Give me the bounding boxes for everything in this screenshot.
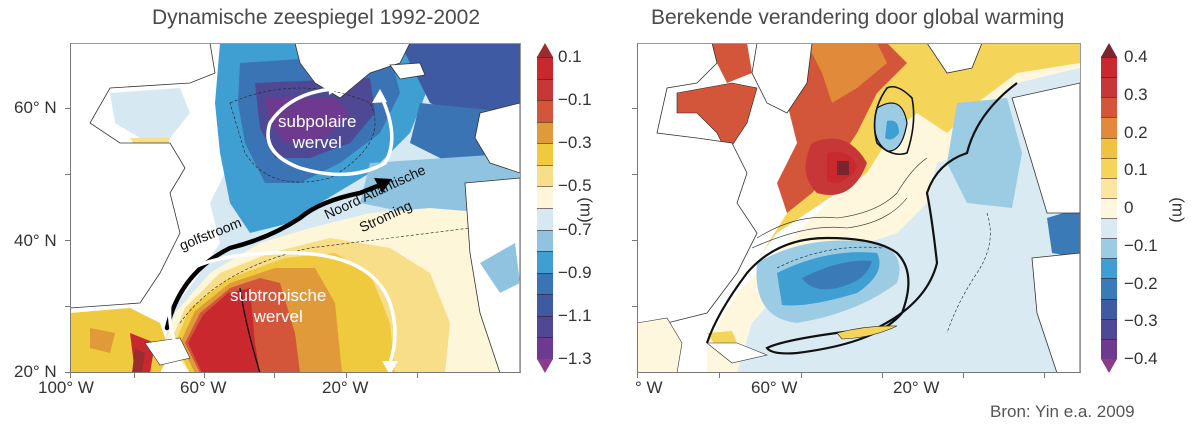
colorbar-segment	[537, 272, 553, 295]
colorbar-segment	[1101, 117, 1117, 138]
left-x-tickmark	[204, 373, 205, 378]
colorbar-bottom-triangle	[1101, 359, 1117, 373]
colorbar-segment	[537, 143, 553, 165]
right-x-tickmark	[1044, 373, 1045, 378]
left-x-tick-60w: 60° W	[180, 378, 227, 397]
left-colorbar-unit: (m)	[576, 197, 596, 223]
colorbar-tick-label: 0.2	[1124, 122, 1148, 142]
colorbar-tick-label: 0	[1124, 198, 1134, 217]
left-x-tickmark	[346, 373, 347, 378]
subpolar-line-2: wervel	[292, 133, 342, 152]
colorbar-tick-label: −0.4	[1124, 349, 1158, 368]
right-x-tick-100w: ° W	[635, 378, 663, 397]
left-y-tick-60n: 60° N	[14, 98, 57, 117]
colorbar-segment	[1101, 157, 1117, 178]
colorbar-segment	[537, 186, 553, 208]
colorbar-segment	[1101, 137, 1117, 158]
left-x-tickmark	[134, 373, 135, 378]
right-warming-map	[637, 43, 1080, 373]
right-y-tickmark	[632, 306, 637, 307]
colorbar-segment	[1101, 177, 1117, 198]
colorbar-top-triangle	[1101, 43, 1117, 57]
right-x-tickmark	[963, 373, 964, 378]
left-y-tick-40n: 40° N	[14, 231, 57, 250]
colorbar-tick-label: −0.9	[558, 262, 592, 282]
colorbar-segment	[1101, 77, 1117, 98]
right-y-tickmark	[632, 174, 637, 175]
left-map-graphic	[70, 43, 520, 373]
left-x-tick-100w: 100° W	[38, 378, 94, 397]
colorbar-segment	[537, 78, 553, 101]
subpolar-gyre-label: subpolaire wervel	[278, 111, 356, 153]
left-y-tickmark	[65, 306, 70, 307]
right-x-tick-60w: 60° W	[751, 378, 798, 397]
right-y-tickmark	[632, 108, 637, 109]
colorbar-segment	[1101, 298, 1117, 319]
colorbar-segment	[537, 229, 553, 252]
colorbar-tick-label: −1.1	[558, 305, 592, 325]
colorbar-segment	[537, 100, 553, 122]
colorbar-tick-label: −1.3	[558, 349, 592, 368]
colorbar-segment	[537, 164, 553, 187]
left-sea-level-map	[70, 43, 520, 373]
colorbar-top-triangle	[537, 43, 553, 57]
left-x-tickmark	[70, 373, 71, 378]
right-x-tickmark	[801, 373, 802, 378]
colorbar-segment	[537, 337, 553, 359]
left-x-tickmark	[274, 373, 275, 378]
colorbar-segment	[1101, 338, 1117, 359]
right-map-title: Berekende verandering door global warmin…	[651, 6, 1065, 29]
left-y-tickmark	[65, 372, 70, 373]
subpolar-line-1: subpolaire	[278, 112, 357, 131]
colorbar-tick-label: −0.3	[558, 133, 592, 153]
subtropical-gyre-label: subtropische wervel	[230, 285, 326, 327]
left-y-tickmark	[65, 174, 70, 175]
right-x-tickmark	[637, 373, 638, 378]
colorbar-tick-label: 0.1	[1124, 160, 1148, 180]
colorbar-tick-label: −0.7	[558, 219, 592, 239]
colorbar-tick-label: −0.2	[1124, 273, 1158, 293]
colorbar-segment	[537, 121, 553, 144]
subtropical-line-2: wervel	[253, 307, 303, 326]
source-credit: Bron: Yin e.a. 2009	[990, 402, 1135, 421]
left-map-title: Dynamische zeespiegel 1992-2002	[152, 6, 481, 29]
colorbar-segment	[537, 251, 553, 273]
colorbar-segment	[1101, 318, 1117, 339]
right-y-tickmark	[632, 240, 637, 241]
colorbar-segment	[537, 294, 553, 316]
colorbar-tick-label: 0.1	[558, 47, 582, 66]
colorbar-tick-label: −0.5	[558, 176, 592, 196]
colorbar-segment	[1101, 218, 1117, 239]
colorbar-tick-label: −0.1	[558, 90, 592, 110]
left-y-tickmark	[65, 108, 70, 109]
colorbar-segment	[1101, 278, 1117, 299]
colorbar-tick-label: 0.4	[1124, 47, 1148, 66]
colorbar-tick-label: 0.3	[1124, 84, 1148, 104]
right-x-tick-20w: 20° W	[893, 378, 940, 397]
colorbar-segment	[537, 208, 553, 230]
left-x-tickmark	[417, 373, 418, 378]
right-colorbar-unit: (m)	[1168, 197, 1188, 223]
colorbar-segment	[1101, 238, 1117, 259]
left-y-tickmark	[65, 240, 70, 241]
colorbar-segment	[537, 315, 553, 338]
colorbar-tick-label: −0.3	[1124, 311, 1158, 331]
colorbar-segment	[1101, 97, 1117, 118]
left-x-tick-20w: 20° W	[322, 378, 369, 397]
colorbar-segment	[1101, 57, 1117, 78]
colorbar-bottom-triangle	[537, 359, 553, 373]
right-x-tickmark	[719, 373, 720, 378]
left-y-tick-20n: 20° N	[14, 362, 57, 381]
right-x-tickmark	[882, 373, 883, 378]
subtropical-line-1: subtropische	[230, 286, 327, 305]
colorbar-segment	[537, 57, 553, 79]
right-map-graphic	[637, 43, 1080, 373]
colorbar-tick-label: −0.1	[1124, 235, 1158, 255]
colorbar-segment	[1101, 197, 1117, 219]
colorbar-segment	[1101, 258, 1117, 279]
